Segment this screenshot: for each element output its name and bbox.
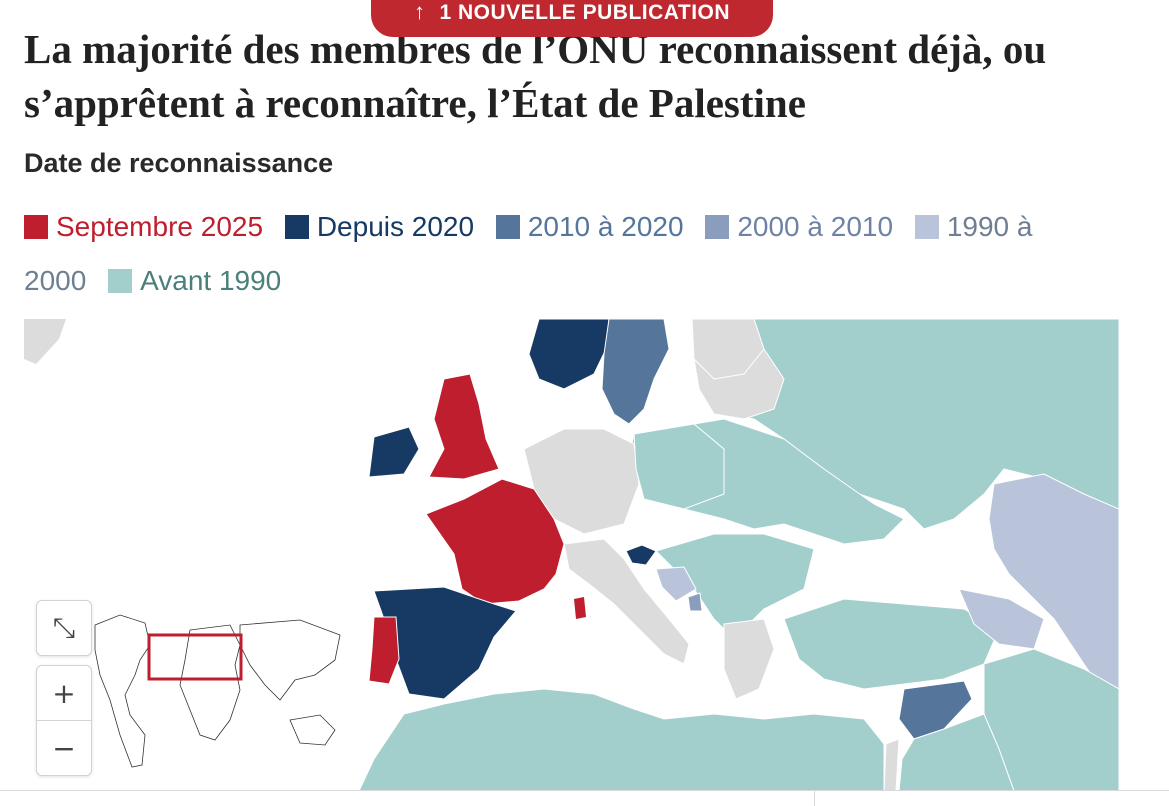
legend: Septembre 2025 Depuis 2020 2010 à 2020 2… (24, 200, 1104, 308)
divider (0, 790, 1169, 791)
country-greenland[interactable] (24, 319, 66, 364)
legend-title: Date de reconnaissance (24, 148, 334, 178)
legend-label: 2000 à 2010 (737, 211, 894, 242)
new-publication-label: 1 NOUVELLE PUBLICATION (439, 1, 731, 24)
minimap[interactable] (90, 605, 350, 775)
minimap-asia (239, 619, 341, 701)
world-minimap[interactable] (90, 605, 350, 775)
country-kazakhstan[interactable] (988, 473, 1119, 690)
country-ireland[interactable] (368, 426, 420, 478)
legend-item-1990-2000: 1990 à 2000 (24, 211, 1032, 296)
legend-label: Depuis 2020 (316, 211, 475, 242)
legend-item-2010-2020: 2010 à 2020 (495, 211, 684, 242)
country-italy[interactable] (563, 538, 690, 665)
map-canvas[interactable] (24, 319, 1119, 791)
country-bosnia[interactable] (655, 566, 697, 602)
minimap-europe-africa (179, 624, 241, 741)
legend-swatch (108, 269, 133, 293)
legend-label: Septembre 2025 (56, 211, 264, 242)
zoom-in-button[interactable]: + (52, 676, 76, 710)
country-lebanon-israel[interactable] (883, 738, 900, 791)
country-france[interactable] (425, 478, 565, 605)
legend-label: Avant 1990 (140, 265, 282, 296)
country-uk[interactable] (428, 373, 500, 480)
country-montenegro[interactable] (687, 592, 703, 612)
fullscreen-control[interactable]: ⤡ (36, 600, 92, 656)
legend-swatch (284, 215, 309, 239)
legend-swatch (705, 215, 730, 239)
country-sweden[interactable] (601, 319, 670, 425)
zoom-control[interactable]: + − (36, 665, 92, 776)
legend-swatch (914, 215, 939, 239)
country-north-africa[interactable] (358, 688, 885, 791)
country-portugal[interactable] (368, 616, 400, 685)
zoom-out-button[interactable]: − (37, 720, 91, 775)
legend-item-before-1990: Avant 1990 (108, 265, 281, 296)
divider-tick (814, 790, 815, 806)
country-greece[interactable] (723, 618, 775, 700)
legend-item-since-2020: Depuis 2020 (284, 211, 475, 242)
legend-swatch (495, 215, 520, 239)
legend-label: 2010 à 2020 (527, 211, 684, 242)
country-poland[interactable] (633, 423, 725, 510)
country-corsica[interactable] (574, 597, 586, 619)
arrow-up-icon: ↑ (413, 0, 426, 24)
country-finland[interactable] (691, 319, 765, 380)
minimap-viewport[interactable] (147, 633, 243, 681)
country-iraq-jordan[interactable] (898, 713, 1015, 791)
legend-item-2000-2010: 2000 à 2010 (705, 211, 893, 242)
collapse-fullscreen-icon[interactable]: ⤡ (52, 611, 76, 644)
new-publication-banner[interactable]: ↑ 1 NOUVELLE PUBLICATION (371, 0, 773, 37)
country-turkey[interactable] (783, 598, 1000, 690)
minimap-oceania (289, 714, 336, 746)
country-slovenia[interactable] (625, 544, 657, 566)
page-title: La majorité des membres de l’ONU reconna… (24, 26, 1047, 126)
minimap-americas (94, 614, 151, 768)
country-norway[interactable] (528, 319, 610, 390)
legend-label: 1990 à 2000 (24, 211, 1033, 296)
legend-swatch (24, 215, 48, 239)
legend-item-sep-2025: Septembre 2025 (24, 211, 263, 242)
